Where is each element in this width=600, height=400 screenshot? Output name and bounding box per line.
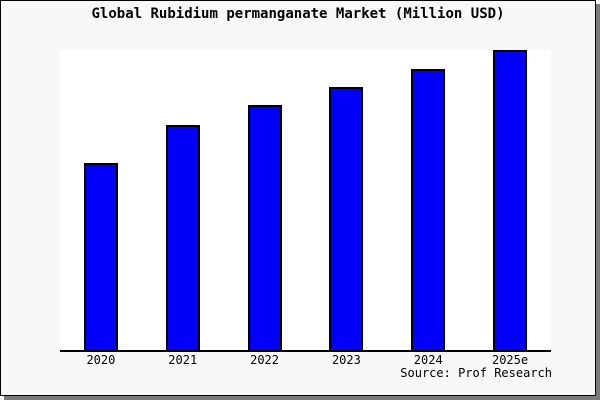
bar-2024 <box>411 69 446 350</box>
chart-title: Global Rubidium permanganate Market (Mil… <box>91 6 505 22</box>
bar-2023 <box>329 87 364 350</box>
x-tick-label-2024: 2024 <box>413 353 443 367</box>
bar-slot <box>469 50 551 350</box>
bar-slot <box>142 50 224 350</box>
bar-2021 <box>165 125 200 350</box>
x-tick-label-2025e: 2025e <box>491 353 529 367</box>
x-tick-label-2021: 2021 <box>168 353 198 367</box>
x-tick-label-2023: 2023 <box>331 353 361 367</box>
x-axis-tick-labels: 2020 2021 2022 2023 2024 2025e <box>60 353 551 367</box>
plot-area <box>60 50 551 352</box>
bar-2020 <box>83 163 118 350</box>
bar-slot <box>60 50 142 350</box>
source-note: Source: Prof Research <box>400 366 552 380</box>
bar-2025e <box>493 50 528 350</box>
bar-slot <box>224 50 306 350</box>
bar-slot <box>305 50 387 350</box>
bar-slot <box>387 50 469 350</box>
bar-2022 <box>247 105 282 350</box>
x-tick-label-2020: 2020 <box>86 353 116 367</box>
x-tick-label-2022: 2022 <box>250 353 280 367</box>
